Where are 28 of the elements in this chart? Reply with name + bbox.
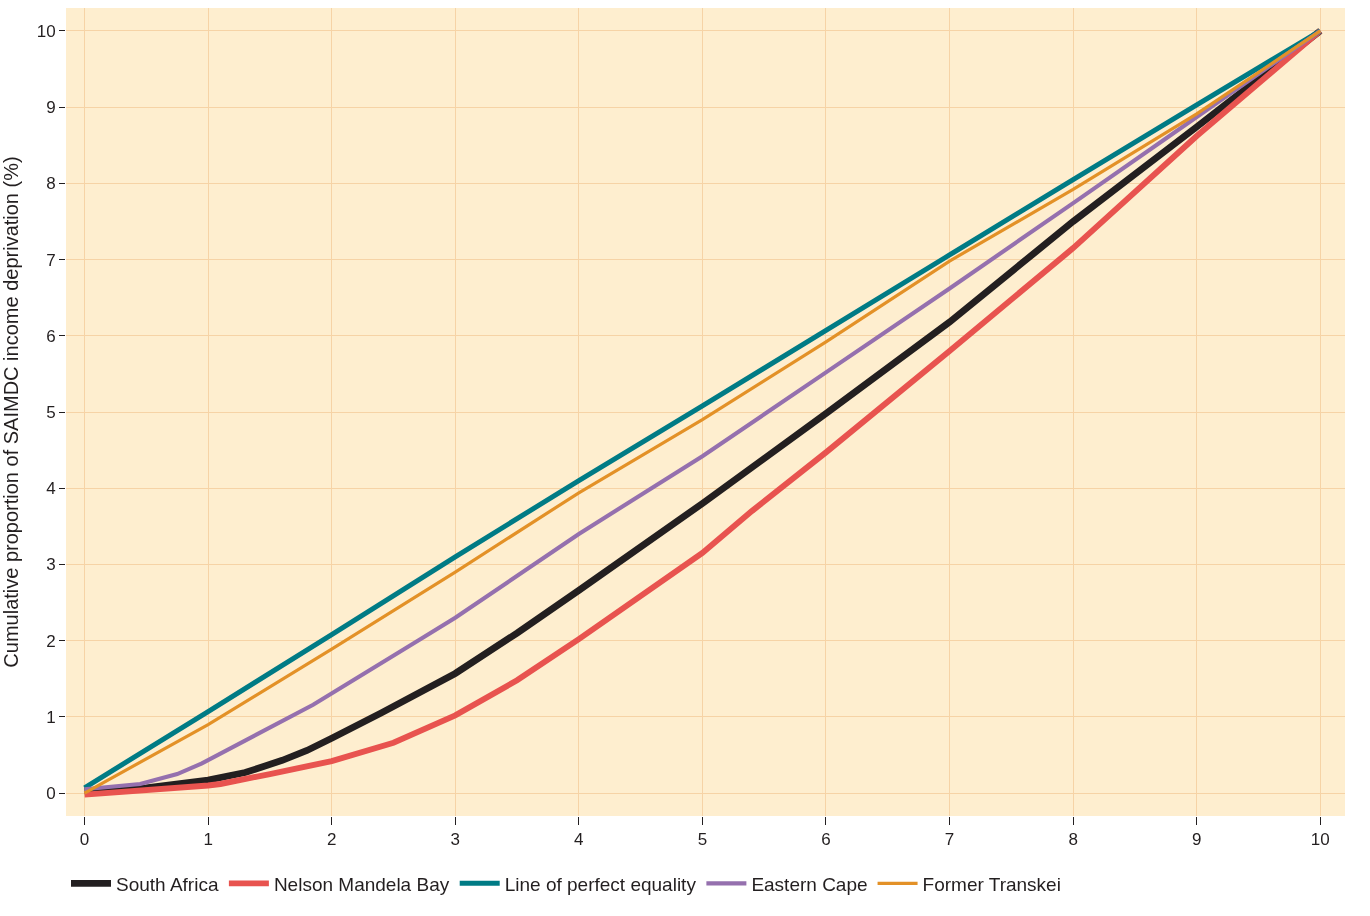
x-tick-label: 6: [821, 830, 831, 850]
y-tick-label: 1: [46, 707, 56, 727]
y-tick-label: 4: [46, 479, 56, 499]
y-tick-label: 6: [46, 326, 56, 346]
legend-label: Nelson Mandela Bay: [273, 873, 450, 895]
legend-label: Line of perfect equality: [504, 873, 697, 895]
x-tick-label: 10: [1310, 830, 1330, 850]
x-tick-label: 9: [1191, 830, 1202, 850]
legend-label: South Africa: [116, 873, 219, 895]
y-tick-label: 7: [46, 250, 56, 270]
x-tick-label: 3: [450, 830, 460, 850]
x-tick-label: 2: [326, 830, 337, 850]
x-tick-label: 1: [203, 830, 213, 850]
y-tick-label: 3: [46, 555, 56, 575]
y-tick-label: 8: [46, 174, 56, 194]
y-tick-label: 2: [46, 631, 56, 651]
x-tick-label: 8: [1068, 830, 1078, 850]
y-axis-title: Cumulative proportion of SAIMDC income deprivation (%): [0, 156, 22, 668]
x-tick-label: 7: [944, 830, 955, 850]
y-tick-label: 5: [46, 402, 56, 422]
x-tick-label: 4: [574, 830, 584, 850]
y-tick-label: 10: [36, 21, 56, 41]
y-tick-label: 9: [46, 98, 56, 118]
y-tick-label: 0: [46, 784, 56, 804]
legend-label: Former Transkei: [922, 873, 1061, 895]
x-tick-label: 0: [79, 830, 90, 850]
x-tick-label: 5: [697, 830, 708, 850]
legend-label: Eastern Cape: [751, 873, 868, 895]
